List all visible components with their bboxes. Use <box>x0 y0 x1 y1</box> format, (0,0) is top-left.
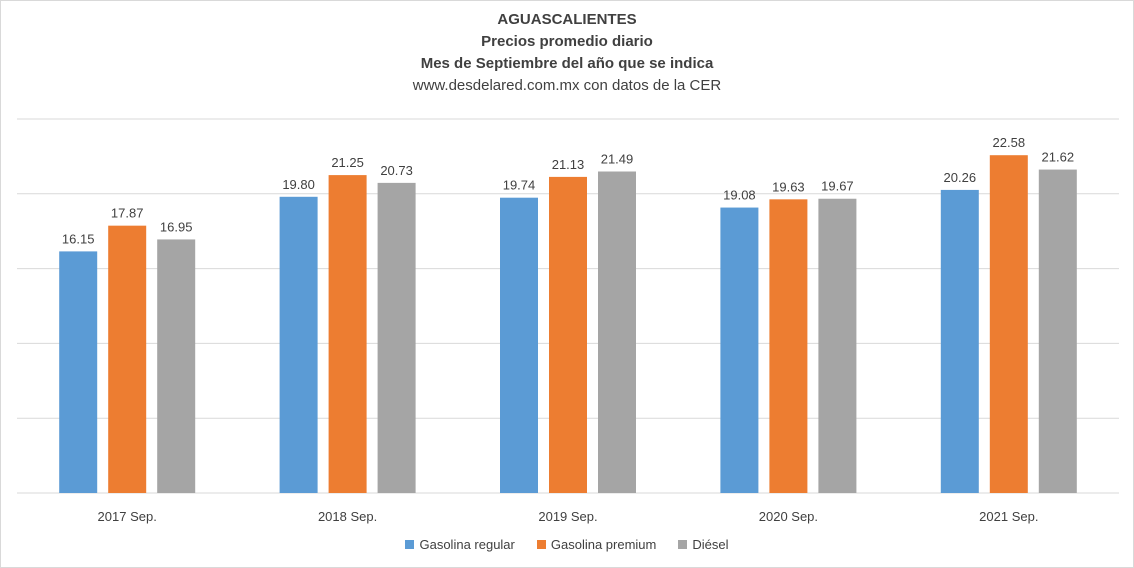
data-label: 21.13 <box>552 157 585 172</box>
category-label: 2017 Sep. <box>98 509 157 524</box>
chart-legend: Gasolina regular Gasolina premium Diésel <box>1 537 1133 552</box>
bar <box>157 239 196 493</box>
chart-title: AGUASCALIENTES <box>497 11 637 28</box>
legend-item-regular: Gasolina regular <box>405 537 515 552</box>
bar <box>940 189 979 493</box>
legend-swatch-diesel <box>678 540 688 549</box>
bar <box>818 198 857 493</box>
chart-source: www.desdelared.com.mx con datos de la CE… <box>412 77 722 94</box>
category-label: 2019 Sep. <box>538 509 597 524</box>
data-label: 19.08 <box>723 188 756 203</box>
bar <box>989 155 1028 494</box>
bar <box>279 196 318 494</box>
data-label: 21.25 <box>331 155 364 170</box>
legend-label-diesel: Diésel <box>692 537 729 552</box>
bar <box>59 251 98 493</box>
data-label: 16.95 <box>160 219 193 234</box>
bar <box>108 225 147 493</box>
chart-subtitle-2: Mes de Septiembre del año que se indica <box>420 55 714 72</box>
bar <box>549 176 587 493</box>
bar <box>500 197 538 493</box>
data-label: 22.58 <box>993 135 1026 150</box>
data-label: 19.67 <box>821 179 854 194</box>
data-label: 20.73 <box>380 163 413 178</box>
chart-titles: AGUASCALIENTES Precios promedio diario M… <box>1 9 1133 97</box>
data-label: 21.62 <box>1042 150 1075 165</box>
bar <box>769 199 808 493</box>
data-label: 17.87 <box>111 206 144 221</box>
data-label: 16.15 <box>62 231 95 246</box>
legend-label-regular: Gasolina regular <box>419 537 515 552</box>
legend-swatch-premium <box>536 540 546 549</box>
data-label: 20.26 <box>944 170 977 185</box>
legend-item-premium: Gasolina premium <box>536 537 657 552</box>
category-label: 2020 Sep. <box>759 509 818 524</box>
chart-subtitle-1: Precios promedio diario <box>481 33 653 50</box>
data-label: 19.74 <box>503 178 536 193</box>
category-label: 2021 Sep. <box>979 509 1038 524</box>
data-label: 19.63 <box>772 179 805 194</box>
category-label: 2018 Sep. <box>318 509 377 524</box>
bar <box>720 207 759 493</box>
bar <box>328 175 367 493</box>
legend-item-diesel: Diésel <box>678 537 729 552</box>
bar <box>1038 169 1077 493</box>
data-label: 21.49 <box>601 152 634 167</box>
bar <box>377 182 416 493</box>
legend-label-premium: Gasolina premium <box>550 537 657 552</box>
data-label: 19.80 <box>282 177 315 192</box>
bar <box>598 171 636 494</box>
legend-swatch-regular <box>405 540 415 549</box>
